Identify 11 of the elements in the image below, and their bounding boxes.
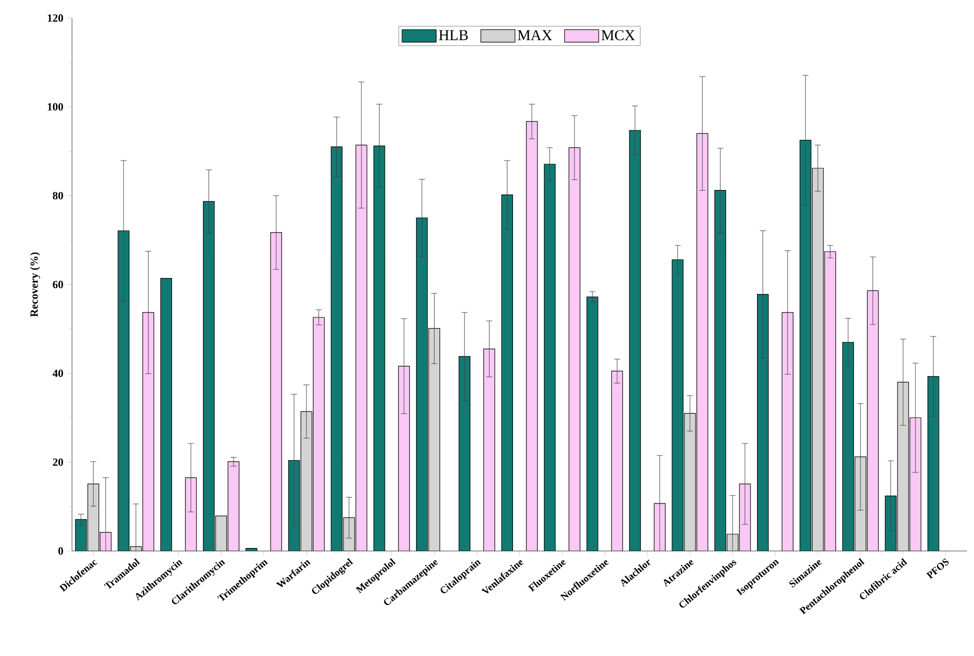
legend-label: MAX — [518, 30, 552, 40]
legend-label: MCX — [601, 30, 635, 40]
y-tick-label: 80 — [52, 192, 64, 200]
y-tick-label: 20 — [52, 458, 64, 466]
y-tick-label: 0 — [58, 547, 64, 555]
y-tick-label: 100 — [48, 103, 64, 111]
y-tick-label: 40 — [52, 370, 64, 378]
y-tick-label: 120 — [48, 14, 64, 22]
y-axis-title: Recovery (%) — [30, 252, 40, 317]
y-tick-label: 60 — [52, 280, 64, 288]
legend-label: HLB — [438, 30, 468, 40]
